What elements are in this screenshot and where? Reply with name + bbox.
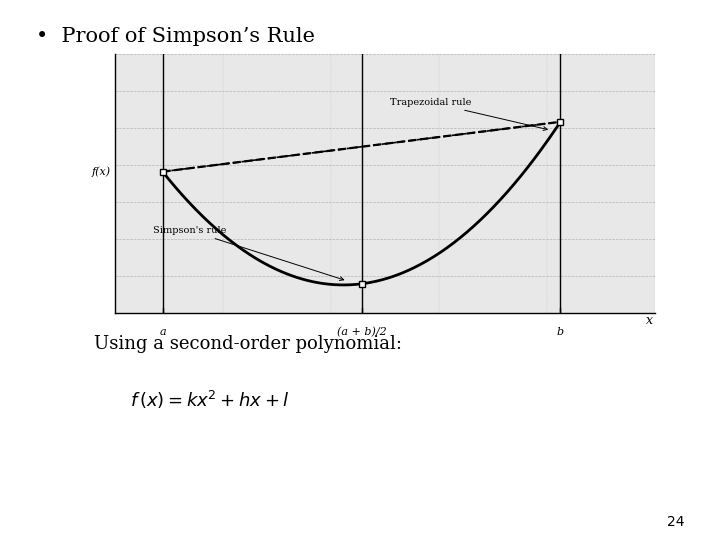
Text: a: a bbox=[159, 327, 166, 338]
Text: 24: 24 bbox=[667, 515, 684, 529]
Text: •  Proof of Simpson’s Rule: • Proof of Simpson’s Rule bbox=[36, 27, 315, 46]
Text: (a + b)/2: (a + b)/2 bbox=[337, 327, 387, 338]
Text: x: x bbox=[646, 314, 653, 327]
Text: Trapezoidal rule: Trapezoidal rule bbox=[390, 98, 547, 131]
Text: Using a second-order polynomial:: Using a second-order polynomial: bbox=[94, 335, 402, 353]
Text: b: b bbox=[557, 327, 564, 338]
Text: $f\,(x) = kx^2 + hx + l$: $f\,(x) = kx^2 + hx + l$ bbox=[130, 389, 289, 411]
Text: Simpson's rule: Simpson's rule bbox=[153, 226, 343, 280]
Text: f(x): f(x) bbox=[91, 166, 110, 177]
